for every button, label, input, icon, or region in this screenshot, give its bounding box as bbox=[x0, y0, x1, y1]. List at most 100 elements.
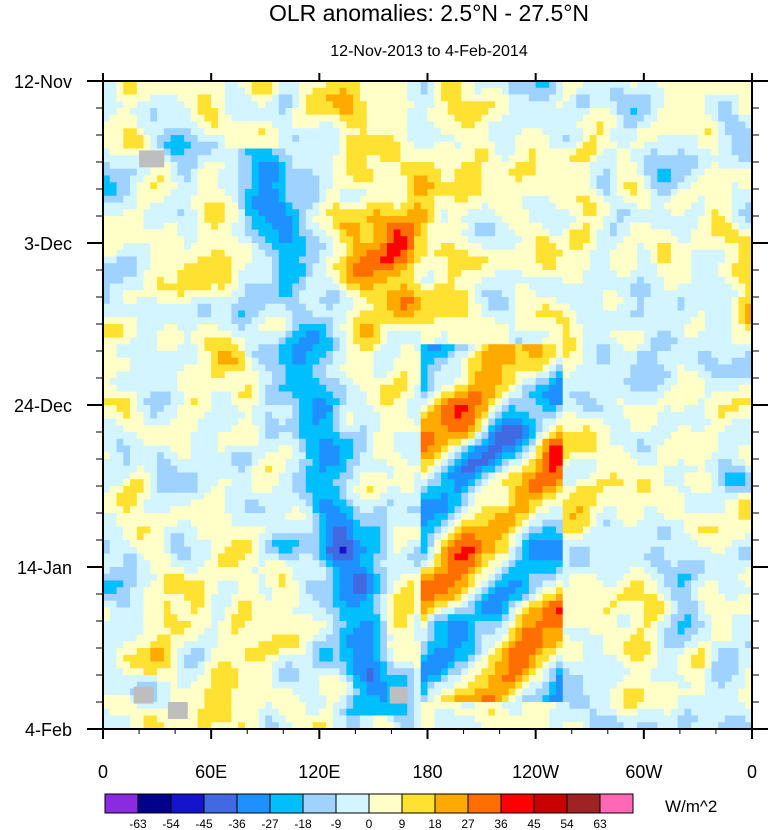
field-cell bbox=[244, 405, 253, 413]
field-cell bbox=[515, 337, 523, 345]
field-cell bbox=[366, 148, 375, 156]
field-cell bbox=[285, 135, 293, 143]
field-cell bbox=[562, 283, 571, 291]
field-cell bbox=[474, 324, 483, 332]
field-cell bbox=[603, 87, 611, 96]
field-cell bbox=[346, 189, 354, 197]
field-cell bbox=[312, 317, 320, 325]
field-cell bbox=[285, 330, 293, 339]
field-cell bbox=[163, 256, 172, 264]
field-cell bbox=[163, 337, 172, 345]
field-cell bbox=[670, 249, 679, 258]
field-cell bbox=[650, 391, 658, 399]
field-cell bbox=[691, 378, 699, 386]
field-cell bbox=[184, 317, 192, 325]
field-cell bbox=[650, 81, 658, 89]
field-cell bbox=[359, 418, 368, 426]
field-cell bbox=[231, 128, 239, 136]
field-cell bbox=[386, 216, 395, 224]
field-cell bbox=[184, 81, 192, 89]
field-cell bbox=[157, 94, 165, 102]
field-cell bbox=[163, 270, 172, 278]
field-cell bbox=[454, 202, 462, 210]
field-cell bbox=[508, 317, 516, 325]
field-cell bbox=[319, 236, 327, 244]
field-cell bbox=[454, 222, 462, 231]
field-cell bbox=[616, 162, 625, 170]
field-cell bbox=[380, 391, 388, 399]
field-cell bbox=[434, 168, 442, 177]
field-cell bbox=[109, 378, 118, 386]
field-cell bbox=[184, 209, 192, 217]
field-cell bbox=[407, 222, 415, 231]
field-cell bbox=[211, 209, 219, 217]
field-cell bbox=[643, 324, 652, 332]
field-cell bbox=[184, 202, 192, 210]
field-cell bbox=[562, 229, 571, 237]
field-cell bbox=[441, 398, 449, 406]
field-cell bbox=[535, 418, 544, 426]
field-cell bbox=[623, 357, 631, 366]
field-cell bbox=[278, 195, 287, 204]
field-cell bbox=[589, 216, 598, 224]
field-cell bbox=[353, 425, 361, 433]
field-cell bbox=[434, 290, 442, 298]
field-cell bbox=[616, 351, 625, 359]
field-cell bbox=[461, 317, 469, 325]
field-cell bbox=[562, 263, 571, 271]
field-cell bbox=[258, 189, 266, 197]
field-cell bbox=[488, 425, 496, 433]
field-cell bbox=[481, 330, 489, 339]
field-cell bbox=[103, 256, 111, 264]
field-cell bbox=[366, 364, 375, 372]
field-cell bbox=[718, 297, 726, 305]
field-cell bbox=[718, 317, 726, 325]
field-cell bbox=[441, 175, 449, 183]
field-cell bbox=[697, 114, 706, 123]
field-cell bbox=[197, 364, 206, 372]
field-cell bbox=[569, 371, 577, 379]
field-cell bbox=[170, 81, 178, 89]
field-cell bbox=[522, 351, 530, 359]
field-cell bbox=[468, 391, 476, 399]
field-cell bbox=[346, 175, 354, 183]
field-cell bbox=[326, 283, 334, 291]
field-cell bbox=[359, 182, 368, 190]
field-cell bbox=[670, 216, 679, 224]
field-cell bbox=[441, 384, 449, 393]
field-cell bbox=[413, 324, 422, 332]
field-cell bbox=[427, 168, 435, 177]
field-cell bbox=[569, 81, 577, 89]
field-cell bbox=[312, 175, 320, 183]
field-cell bbox=[657, 283, 665, 291]
field-cell bbox=[346, 114, 354, 123]
field-cell bbox=[677, 391, 685, 399]
field-cell bbox=[582, 263, 591, 271]
field-cell bbox=[319, 101, 327, 109]
field-cell bbox=[495, 81, 503, 89]
field-cell bbox=[211, 317, 219, 325]
field-cell bbox=[738, 135, 746, 143]
field-cell bbox=[319, 94, 327, 102]
field-cell bbox=[501, 357, 510, 366]
field-cell bbox=[704, 101, 713, 109]
field-cell bbox=[684, 344, 692, 352]
field-cell bbox=[718, 189, 726, 197]
field-cell bbox=[704, 303, 713, 312]
field-cell bbox=[319, 243, 327, 251]
field-cell bbox=[623, 270, 631, 278]
field-cell bbox=[157, 317, 165, 325]
field-cell bbox=[143, 270, 151, 278]
field-cell bbox=[454, 351, 462, 359]
field-cell bbox=[170, 108, 178, 116]
field-cell bbox=[562, 411, 571, 420]
field-cell bbox=[427, 189, 435, 197]
field-cell bbox=[616, 243, 625, 251]
field-cell bbox=[373, 337, 381, 345]
field-cell bbox=[427, 155, 435, 163]
field-cell bbox=[103, 405, 111, 413]
field-cell bbox=[177, 344, 185, 352]
field-cell bbox=[535, 297, 544, 305]
field-cell bbox=[326, 249, 334, 258]
field-cell bbox=[664, 337, 672, 345]
